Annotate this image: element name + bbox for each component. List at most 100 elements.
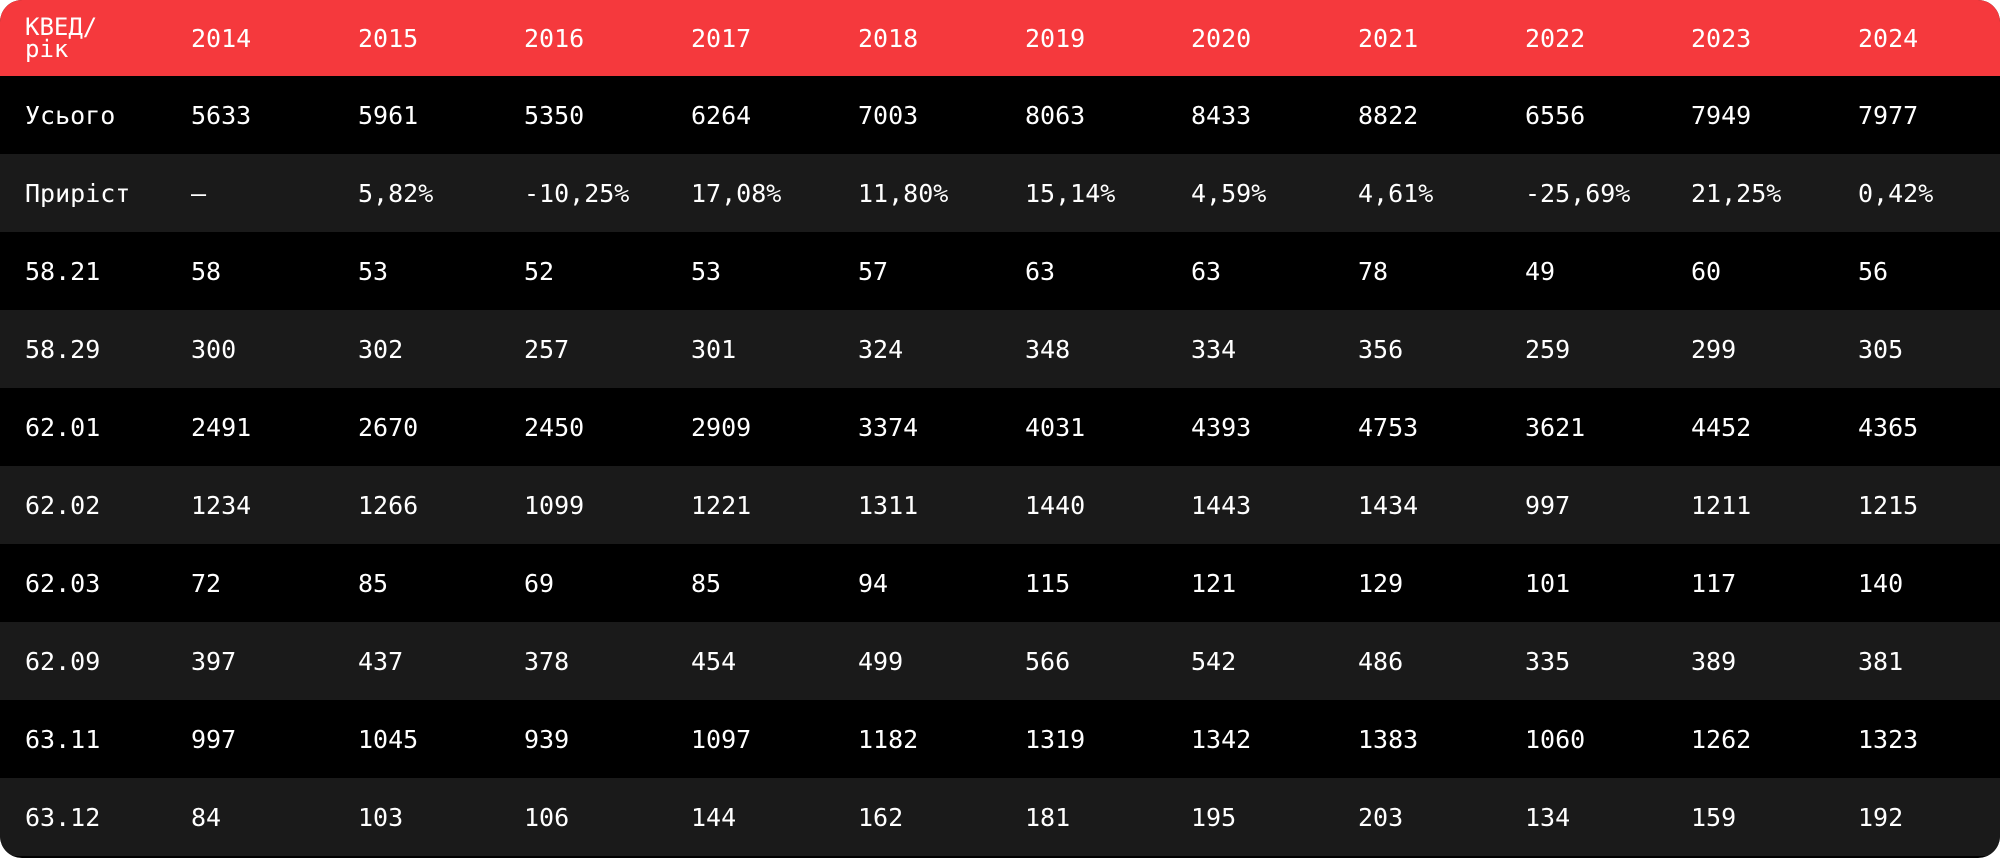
table-cell: 8822	[1358, 100, 1419, 130]
table-cell: 1311	[858, 490, 919, 520]
column-header-2021: 2021	[1358, 23, 1419, 53]
table-cell: 997	[1525, 490, 1571, 520]
table-cell: 542	[1191, 646, 1237, 676]
table-row: Усього 5633 5961 5350 6264 7003 8063 8433 8822 65…	[0, 76, 2000, 154]
header-label: КВЕД/ рік	[25, 13, 98, 63]
table-cell: 4,59%	[1191, 178, 1267, 208]
table-cell: 94	[858, 568, 889, 598]
table-cell: 5961	[358, 100, 419, 130]
row-label: 63.11	[25, 724, 101, 754]
table-cell: 2670	[358, 412, 419, 442]
table-cell: 101	[1525, 568, 1571, 598]
table-cell: 56	[1858, 256, 1889, 286]
table-cell: 72	[191, 568, 222, 598]
table-cell: 129	[1358, 568, 1404, 598]
column-header-2014: 2014	[191, 23, 252, 53]
table-row: 63.12 84 103 106 144 162 181 195 203 134 159 192	[0, 778, 2000, 856]
table-cell: 60	[1691, 256, 1722, 286]
table-cell: 11,80%	[858, 178, 949, 208]
table-cell: 335	[1525, 646, 1571, 676]
table-cell: 437	[358, 646, 404, 676]
row-label: 58.21	[25, 256, 101, 286]
table-cell: 381	[1858, 646, 1904, 676]
table-cell: 0,42%	[1858, 178, 1934, 208]
table-cell: 301	[691, 334, 737, 364]
table-cell: 1182	[858, 724, 919, 754]
table-cell: —	[191, 178, 207, 208]
table-cell: 53	[358, 256, 389, 286]
table-cell: 2491	[191, 412, 252, 442]
table-cell: 140	[1858, 568, 1904, 598]
table-cell: 1211	[1691, 490, 1752, 520]
table-cell: 4452	[1691, 412, 1752, 442]
table-cell: 397	[191, 646, 237, 676]
column-header-2018: 2018	[858, 23, 919, 53]
table-cell: 52	[524, 256, 555, 286]
row-label: 62.03	[25, 568, 101, 598]
column-header-2020: 2020	[1191, 23, 1252, 53]
table-cell: 302	[358, 334, 404, 364]
table-cell: 257	[524, 334, 570, 364]
table-cell: 7949	[1691, 100, 1752, 130]
table-row: 58.21 58 53 52 53 57 63 63 78 49 60 56	[0, 232, 2000, 310]
table-cell: 5350	[524, 100, 585, 130]
table-cell: 300	[191, 334, 237, 364]
column-header-2022: 2022	[1525, 23, 1586, 53]
table-cell: 6556	[1525, 100, 1586, 130]
table-cell: 5,82%	[358, 178, 434, 208]
row-label: Усього	[25, 100, 116, 130]
table-cell: 4393	[1191, 412, 1252, 442]
table-row: 62.01 2491 2670 2450 2909 3374 4031 4393 4753 362…	[0, 388, 2000, 466]
table-cell: 3374	[858, 412, 919, 442]
row-label: 63.12	[25, 802, 101, 832]
header-row: КВЕД/ рік 2014 2015 2016 2017 2018 2019 2020 202…	[0, 0, 2000, 76]
table-cell: 1234	[191, 490, 252, 520]
table-cell: 195	[1191, 802, 1237, 832]
table-cell: -25,69%	[1525, 178, 1631, 208]
table-cell: 8433	[1191, 100, 1252, 130]
table-row: Приріст — 5,82% -10,25% 17,08% 11,80% 15,14% 4,…	[0, 154, 2000, 232]
table-cell: 1342	[1191, 724, 1252, 754]
table-cell: 324	[858, 334, 904, 364]
table-row: 63.11 997 1045 939 1097 1182 1319 1342 1383 1060 1…	[0, 700, 2000, 778]
table-cell: 181	[1025, 802, 1071, 832]
column-header-2015: 2015	[358, 23, 419, 53]
table-cell: 1319	[1025, 724, 1086, 754]
table-cell: 4365	[1858, 412, 1919, 442]
table-cell: 259	[1525, 334, 1571, 364]
table-cell: 17,08%	[691, 178, 782, 208]
column-header-2017: 2017	[691, 23, 752, 53]
column-header-2019: 2019	[1025, 23, 1086, 53]
table-cell: 334	[1191, 334, 1237, 364]
table-cell: 84	[191, 802, 222, 832]
table-cell: 4753	[1358, 412, 1419, 442]
table-cell: 1099	[524, 490, 585, 520]
table-cell: 499	[858, 646, 904, 676]
table-cell: 53	[691, 256, 722, 286]
table-cell: 1266	[358, 490, 419, 520]
table-cell: 2450	[524, 412, 585, 442]
row-label: 62.02	[25, 490, 101, 520]
table-cell: 305	[1858, 334, 1904, 364]
column-header-2023: 2023	[1691, 23, 1752, 53]
table-cell: 159	[1691, 802, 1737, 832]
table-cell: 348	[1025, 334, 1071, 364]
table-cell: 7977	[1858, 100, 1919, 130]
table-row: 62.03 72 85 69 85 94 115 121 129 101 117 140	[0, 544, 2000, 622]
table-cell: 57	[858, 256, 889, 286]
table-cell: 566	[1025, 646, 1071, 676]
table-cell: 486	[1358, 646, 1404, 676]
row-label: Приріст	[25, 178, 131, 208]
table-cell: 939	[524, 724, 570, 754]
column-header-2016: 2016	[524, 23, 585, 53]
table-cell: 454	[691, 646, 737, 676]
table-cell: 103	[358, 802, 404, 832]
table-cell: 58	[191, 256, 222, 286]
column-header-2024: 2024	[1858, 23, 1919, 53]
table-cell: 1434	[1358, 490, 1419, 520]
table-cell: 1045	[358, 724, 419, 754]
table-row: 62.09 397 437 378 454 499 566 542 486 335 389 381	[0, 622, 2000, 700]
table-cell: 1097	[691, 724, 752, 754]
table-cell: 356	[1358, 334, 1404, 364]
